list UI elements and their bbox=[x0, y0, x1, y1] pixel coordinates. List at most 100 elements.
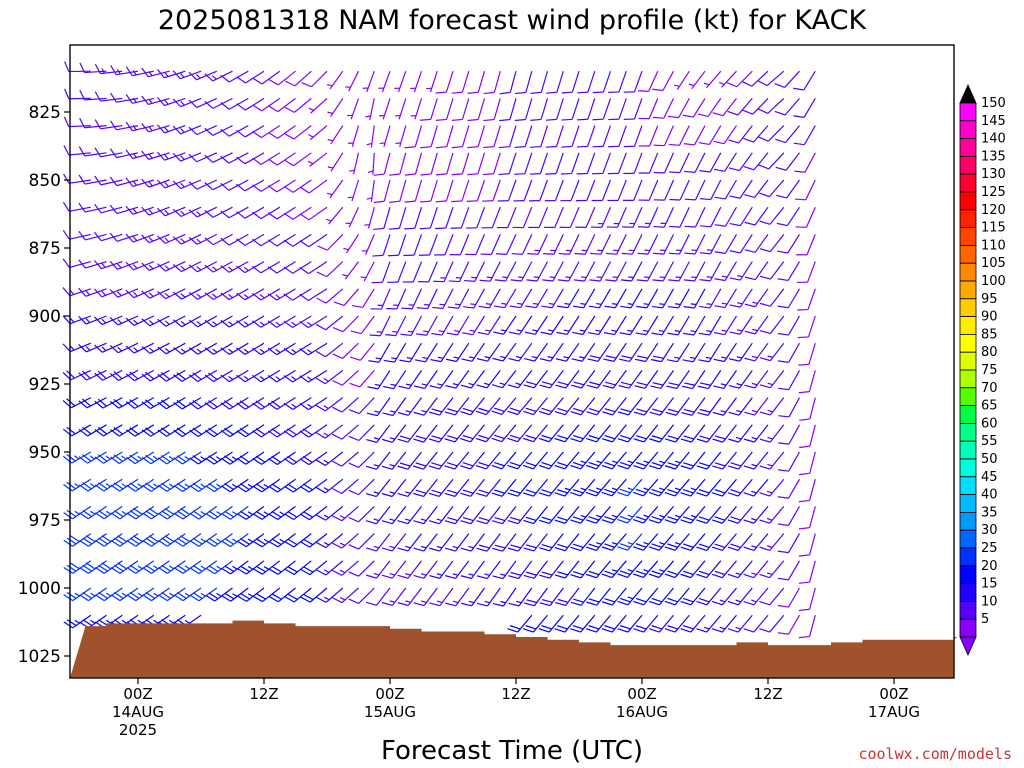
barb-half bbox=[348, 142, 354, 144]
barb-half bbox=[137, 565, 143, 570]
barb-full bbox=[94, 63, 101, 74]
barb-staff bbox=[292, 233, 312, 247]
barb-staff bbox=[68, 179, 91, 184]
barb-full bbox=[574, 252, 586, 255]
wind-barb bbox=[683, 288, 706, 309]
x-axis-label: Forecast Time (UTC) bbox=[381, 736, 643, 766]
barb-half bbox=[247, 593, 254, 598]
wind-barb bbox=[592, 71, 612, 94]
barb-half bbox=[307, 321, 313, 327]
barb-staff bbox=[555, 152, 564, 174]
barb-staff bbox=[679, 152, 690, 173]
barb-full bbox=[683, 435, 695, 440]
wind-barb bbox=[714, 234, 738, 254]
wind-barb bbox=[602, 370, 627, 389]
barb-full bbox=[399, 435, 411, 440]
barb-full bbox=[557, 571, 568, 576]
barb-full bbox=[397, 465, 408, 470]
barb-full bbox=[711, 519, 723, 524]
barb-full bbox=[467, 118, 479, 122]
barb-full bbox=[110, 120, 117, 131]
barb-full bbox=[428, 492, 440, 497]
barb-full bbox=[82, 454, 92, 462]
barb-full bbox=[494, 461, 505, 467]
barb-full bbox=[415, 462, 427, 467]
wind-barb bbox=[365, 560, 391, 579]
barb-half bbox=[484, 573, 490, 576]
barb-full bbox=[236, 457, 247, 465]
barb-staff bbox=[539, 179, 549, 201]
wind-barb bbox=[315, 478, 344, 494]
wind-barb bbox=[94, 424, 123, 437]
barb-full bbox=[778, 442, 790, 445]
barb-staff bbox=[341, 478, 359, 494]
wind-barb bbox=[664, 533, 690, 551]
barb-full bbox=[476, 547, 488, 552]
barb-full bbox=[172, 152, 182, 162]
wind-barb bbox=[466, 206, 486, 229]
y-tick-label: 850 bbox=[29, 171, 61, 191]
wind-barb bbox=[587, 342, 611, 362]
barb-full bbox=[79, 89, 86, 101]
barb-full bbox=[601, 628, 613, 633]
wind-barb bbox=[157, 69, 186, 79]
wind-barb bbox=[538, 478, 564, 497]
barb-full bbox=[389, 173, 401, 176]
barb-full bbox=[667, 332, 679, 336]
wind-barb bbox=[653, 98, 675, 119]
barb-full bbox=[522, 628, 534, 633]
barb-full bbox=[315, 459, 326, 466]
barb-staff bbox=[508, 152, 517, 174]
wind-barb bbox=[554, 506, 580, 524]
barb-full bbox=[561, 145, 573, 148]
wind-barb bbox=[633, 424, 659, 443]
barb-half bbox=[611, 569, 618, 573]
wind-barb bbox=[652, 261, 675, 282]
y-tick-label: 1000 bbox=[18, 579, 61, 599]
barb-staff bbox=[260, 206, 281, 220]
wind-barb bbox=[94, 203, 123, 214]
wind-barb bbox=[561, 98, 580, 121]
barb-full bbox=[283, 266, 294, 274]
barb-half bbox=[627, 541, 634, 545]
wind-barb bbox=[467, 98, 486, 122]
barb-full bbox=[267, 266, 278, 274]
barb-staff bbox=[788, 397, 801, 418]
barb-full bbox=[299, 430, 310, 438]
barb-staff bbox=[358, 587, 375, 604]
barb-full bbox=[464, 279, 475, 282]
wind-barb bbox=[743, 560, 769, 579]
barb-half bbox=[259, 348, 265, 354]
barb-full bbox=[271, 428, 281, 436]
barb-half bbox=[149, 347, 154, 353]
barb-half bbox=[659, 487, 665, 491]
barb-full bbox=[554, 437, 566, 443]
barb-full bbox=[605, 355, 617, 359]
barb-full bbox=[381, 492, 393, 498]
barb-full bbox=[94, 372, 104, 381]
barb-full bbox=[698, 332, 710, 336]
barb-full bbox=[634, 385, 646, 389]
wind-barb bbox=[602, 397, 627, 416]
barb-full bbox=[448, 280, 460, 283]
barb-half bbox=[691, 249, 697, 252]
wind-barb bbox=[157, 124, 186, 134]
barb-full bbox=[777, 632, 789, 635]
barb-full bbox=[236, 238, 246, 246]
barb-half bbox=[259, 321, 265, 326]
barb-full bbox=[413, 492, 424, 498]
barb-full bbox=[561, 91, 573, 94]
barb-full bbox=[204, 319, 214, 328]
barb-full bbox=[797, 336, 809, 339]
barb-half bbox=[137, 619, 143, 624]
barb-half bbox=[437, 356, 444, 359]
barb-full bbox=[507, 384, 519, 389]
barb-staff bbox=[805, 206, 816, 228]
barb-half bbox=[752, 328, 758, 332]
barb-full bbox=[572, 434, 584, 440]
barb-full bbox=[538, 437, 550, 443]
wind-barb bbox=[404, 207, 423, 230]
wind-barb bbox=[332, 560, 359, 576]
barb-full bbox=[539, 384, 551, 389]
wind-barb bbox=[510, 261, 533, 282]
